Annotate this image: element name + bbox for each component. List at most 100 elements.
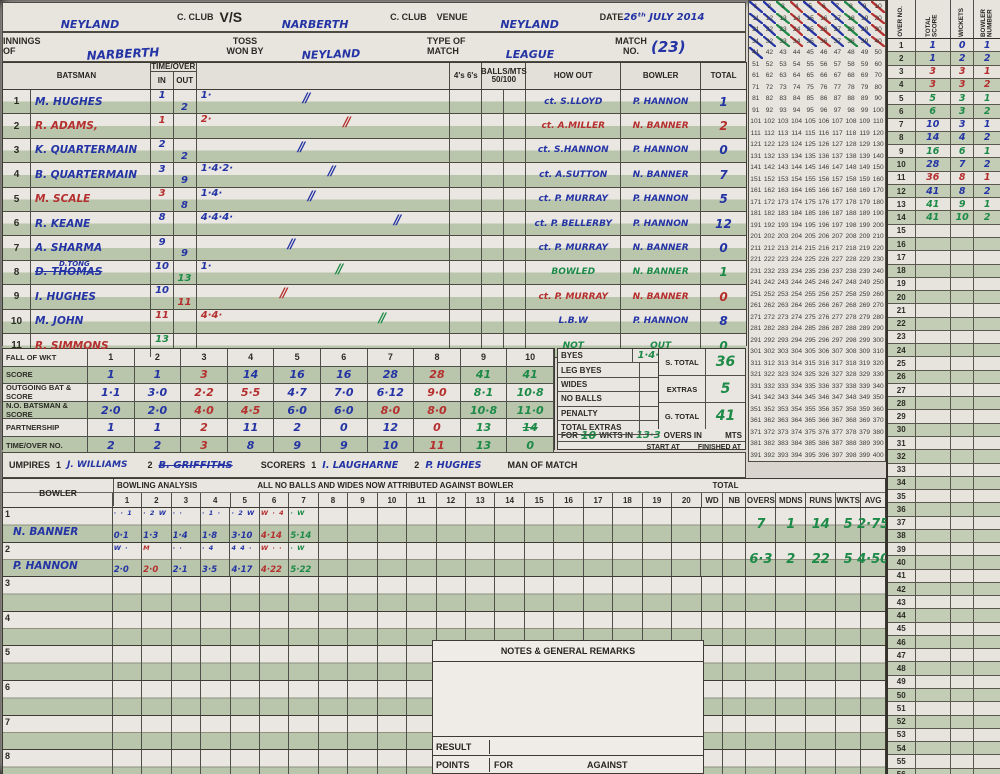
over-panel-row: 51 (888, 702, 1000, 716)
tally-number: 320 (872, 359, 884, 367)
fow-value: 13 (475, 421, 492, 435)
over-bowler-cell (974, 716, 1000, 728)
tally-number: 229 (859, 256, 871, 264)
tally-number: 259 (859, 290, 871, 298)
over-no-cell: 3 (888, 65, 916, 78)
over-end-slash: ∕∕ (280, 286, 287, 302)
over-panel-row: 16 (888, 237, 1000, 252)
fow-cell: 12 (368, 419, 415, 436)
match-type-value: LEAGUE (505, 47, 555, 61)
over-bowler-cell (974, 623, 1000, 635)
fow-cell: 11 (228, 419, 275, 436)
tally-number: 222 (763, 256, 775, 264)
over-score-cell: 28 (916, 158, 951, 171)
over-bowler-cell (974, 251, 1000, 263)
tally-number: 394 (791, 451, 803, 459)
bowling-over-cell (172, 577, 202, 611)
bowling-over-cell: · · 1·4 (172, 508, 202, 542)
over-score-cell: 3 (916, 65, 951, 78)
fow-cell: 1 (135, 419, 182, 436)
over-wickets-cell: 9 (951, 198, 975, 211)
scoring-cell: 2· ∕∕ (197, 114, 451, 138)
tally-number: 242 (763, 279, 775, 287)
tally-number: 119 (859, 129, 870, 137)
fow-value: 1 (106, 368, 115, 382)
tally-number: 89 (860, 95, 869, 103)
over-score-cell: 1 (916, 39, 951, 52)
scorer2-num: 2 (414, 460, 420, 470)
fow-value: 2 (106, 438, 115, 452)
fow-value: 6·0 (334, 403, 354, 417)
over-score-cell: 6 (916, 105, 951, 118)
over-wickets-cell (951, 582, 975, 596)
fow-cell: 2·0 (88, 401, 135, 419)
date-label: DATE (599, 12, 624, 22)
tally-number: 171 (750, 198, 762, 206)
fow-cell: 7·0 (321, 384, 368, 401)
bowling-total-avg: 4·50 (857, 543, 889, 577)
tally-number: 52 (765, 60, 774, 68)
tally-number: 390 (872, 440, 884, 448)
over-score-cell (916, 277, 951, 291)
tally-number: 9 (857, 1, 872, 13)
bowling-over-cell (348, 611, 378, 646)
tally-number: 237 (831, 267, 843, 275)
tally-number: 253 (777, 290, 789, 298)
over-panel-row: 4 3 3 2 (888, 78, 1000, 93)
umpire2-num: 2 (147, 460, 153, 470)
in-out-divider (173, 114, 175, 138)
wides-label: WIDES (561, 379, 588, 389)
tally-number: 110 (872, 118, 884, 126)
tally-number: 330 (872, 371, 884, 379)
over-panel-row: 42 (888, 582, 1000, 597)
over-bowler-cell (974, 344, 1000, 356)
batsman-name: A. SHARMA (34, 242, 103, 255)
partnership-label: PARTNERSHIP (3, 419, 88, 436)
bowling-total-avg (861, 716, 885, 750)
bowling-over-cell: · 2 W 1·3 (142, 508, 172, 542)
bowling-total-mdns (776, 577, 807, 611)
tally-number: 129 (859, 141, 871, 149)
over-bowler-cell (974, 371, 1000, 383)
over-no-cell: 24 (888, 344, 916, 357)
tally-number: 197 (831, 221, 843, 229)
tally-number: 360 (872, 405, 884, 413)
fow-value: 8·0 (427, 403, 447, 417)
bowling-over-cell (672, 577, 702, 611)
io-spacer-1 (173, 212, 195, 224)
tally-number: 236 (818, 267, 830, 275)
io-spacer-2 (151, 224, 173, 236)
tally-number: 298 (845, 336, 857, 344)
bowling-over-cell (142, 750, 172, 774)
tally-number: 153 (777, 175, 789, 183)
over-wickets-cell: 10 (951, 211, 975, 224)
over-no-cell: 14 (888, 211, 916, 224)
tally-number: 23 (776, 24, 790, 36)
over-wickets-cell (951, 410, 975, 423)
tally-number: 385 (804, 440, 816, 448)
bowling-over-cell (319, 542, 349, 577)
tally-number: 63 (779, 72, 787, 80)
total-cell: 12 (701, 212, 746, 235)
batsman-number: 6 (3, 211, 31, 236)
fow-cell: 6·0 (321, 401, 368, 419)
fow-value: 6·0 (287, 403, 307, 417)
tally-number: 312 (763, 359, 775, 367)
time-out-value: 13 (177, 272, 192, 284)
bowling-over-cell: · 1 · 1·8 (201, 508, 231, 542)
tally-number: 172 (763, 198, 775, 206)
bowling-over-cell (584, 508, 614, 542)
tally-number: 335 (804, 382, 816, 390)
tally-number: 284 (791, 325, 803, 333)
tally-number: 214 (791, 244, 803, 252)
how-out-cell: ct. P. MURRAY (526, 285, 622, 309)
over-wickets-value: 9 (958, 198, 966, 210)
bowling-over-cell (231, 750, 260, 774)
fow-header-label: FALL OF WKT (3, 349, 88, 366)
over-score-cell: 36 (916, 171, 951, 184)
time-in-value: 8 (158, 212, 166, 224)
over-bowler-value: 2 (983, 185, 991, 197)
tally-number: 359 (859, 405, 871, 413)
fow-cell: 9 (461, 349, 508, 366)
over-bowler-cell (974, 450, 1000, 462)
